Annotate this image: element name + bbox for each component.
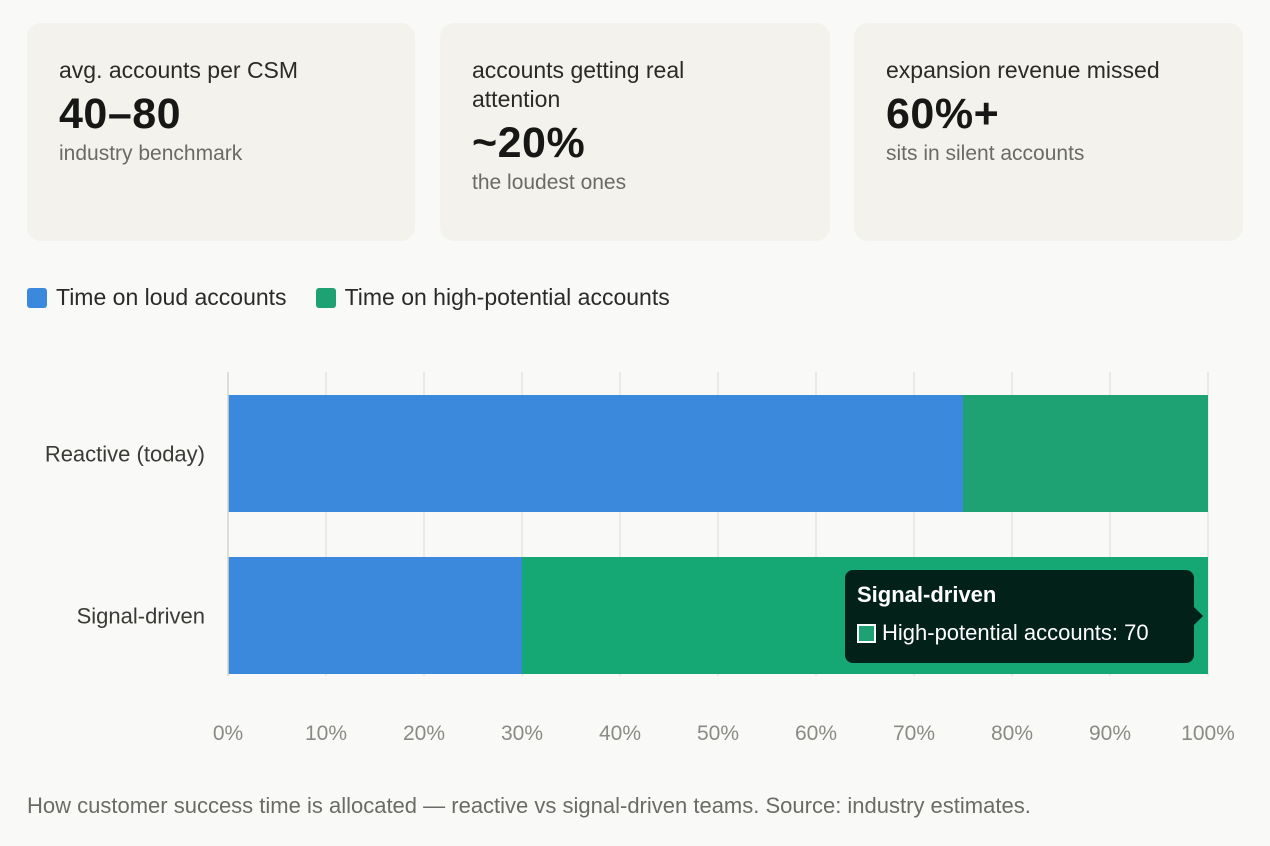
x-tick-label: 80% [991, 722, 1033, 745]
legend-swatch-high-potential [315, 287, 336, 308]
x-tick-label: 60% [795, 722, 837, 745]
chart-tooltip: Signal-driven High-potential accounts: 7… [845, 570, 1203, 663]
bar-segment [963, 395, 1208, 512]
legend-item-high-potential[interactable]: Time on high-potential accounts [315, 284, 670, 311]
stat-label: expansion revenue missed [886, 57, 1160, 83]
stat-label: avg. accounts per CSM [59, 57, 299, 83]
tooltip-row: High-potential accounts: 70 [857, 620, 1182, 646]
tooltip-title: Signal-driven [857, 582, 997, 607]
stat-value: 40–80 [59, 90, 182, 138]
chart-legend: Time on loud accounts Time on high-poten… [27, 284, 699, 311]
x-tick-label: 0% [213, 722, 243, 745]
x-tick-label: 50% [697, 722, 739, 745]
x-tick-label: 10% [305, 722, 347, 745]
bar-segment [228, 395, 963, 512]
tooltip-label: High-potential accounts: 70 [882, 620, 1149, 645]
y-category-label: Signal-driven [77, 604, 205, 629]
bar-segment [228, 557, 522, 674]
chart-caption: How customer success time is allocated —… [27, 793, 1031, 818]
legend-item-loud[interactable]: Time on loud accounts [27, 284, 287, 311]
stat-card-accounts-attention: accounts getting real attention ~20% the… [440, 23, 830, 241]
stat-value: 60%+ [886, 90, 1000, 138]
stat-card-expansion-revenue: expansion revenue missed 60%+ sits in si… [854, 23, 1243, 241]
x-tick-label: 100% [1181, 722, 1235, 745]
stat-subtext: the loudest ones [472, 171, 627, 194]
x-tick-label: 30% [501, 722, 543, 745]
stat-value: ~20% [472, 119, 586, 167]
x-tick-label: 20% [403, 722, 445, 745]
y-category-label: Reactive (today) [45, 442, 205, 467]
stat-card-accounts-per-csm: avg. accounts per CSM 40–80 industry ben… [27, 23, 415, 241]
tooltip-swatch [857, 623, 876, 643]
legend-label: Time on high-potential accounts [344, 284, 670, 310]
legend-swatch-loud [27, 287, 47, 308]
x-tick-label: 90% [1089, 722, 1131, 745]
x-tick-label: 40% [599, 722, 641, 745]
stat-subtext: sits in silent accounts [886, 142, 1085, 165]
stat-subtext: industry benchmark [59, 142, 243, 165]
stat-label: accounts getting real attention [472, 57, 685, 112]
x-tick-label: 70% [893, 722, 935, 745]
legend-label: Time on loud accounts [56, 284, 287, 310]
